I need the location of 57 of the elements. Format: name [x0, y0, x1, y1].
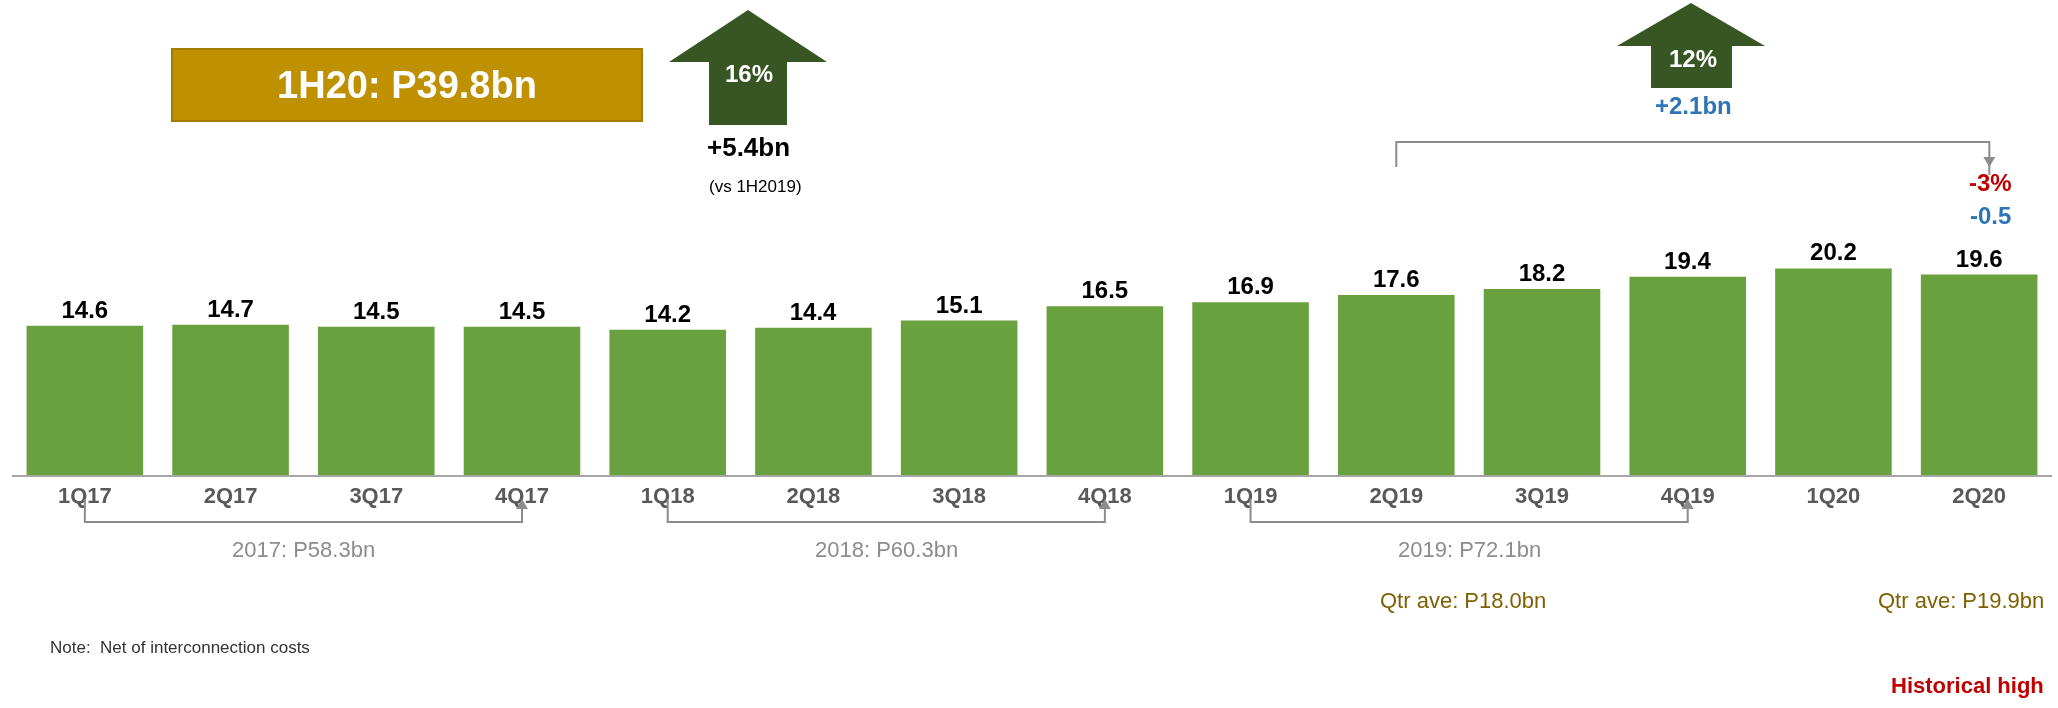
bar	[1046, 306, 1164, 475]
bar	[1629, 276, 1746, 475]
x-tick-label: 4Q17	[495, 483, 549, 509]
bar	[609, 329, 726, 475]
bar	[26, 325, 144, 475]
text: Qtr ave: P19.9bn	[1878, 588, 2045, 613]
x-tick-label: 4Q19	[1660, 483, 1715, 509]
data-label: 14.4	[789, 297, 838, 325]
data-label: 16.9	[1227, 272, 1274, 300]
data-label: 14.6	[61, 295, 109, 323]
x-tick-label: 2Q18	[786, 483, 841, 509]
bar	[755, 327, 872, 475]
x-tick-label: 3Q18	[932, 483, 987, 509]
data-label: 17.6	[1372, 265, 1420, 293]
x-tick-label: 3Q17	[349, 483, 404, 509]
bar	[172, 324, 289, 475]
data-label: 18.2	[1518, 258, 1566, 286]
x-tick-label: 1Q17	[57, 483, 112, 509]
x-tick-label: 1Q20	[1806, 483, 1861, 509]
text: Historical high	[1891, 673, 2044, 698]
data-label: 20.2	[1810, 238, 1857, 266]
text: 2017: P58.3bn	[232, 537, 376, 562]
x-tick-label: 1Q19	[1223, 483, 1278, 509]
text: +2.1bn	[1655, 92, 1732, 119]
text: 2019: P72.1bn	[1398, 537, 1542, 562]
bar	[1920, 274, 2038, 475]
bar	[1775, 268, 1892, 475]
bar	[1338, 295, 1455, 475]
data-label: 19.4	[1664, 246, 1712, 274]
text: 1H20: P39.8bn	[277, 64, 537, 106]
data-label: 16.5	[1081, 276, 1129, 304]
text: 12%	[1669, 45, 1718, 72]
x-tick-label: 3Q19	[1515, 483, 1569, 509]
x-tick-label: 4Q18	[1077, 483, 1132, 509]
bar	[1192, 302, 1309, 475]
text: -3%	[1969, 169, 2012, 196]
text: 16%	[725, 60, 774, 87]
text: 2018: P60.3bn	[815, 537, 959, 562]
bar	[1483, 288, 1601, 475]
x-tick-label: 1Q18	[640, 483, 695, 509]
bar	[900, 320, 1018, 475]
data-label: 14.7	[207, 294, 254, 322]
data-label: 14.5	[498, 296, 546, 324]
text: Note: Net of interconnection costs	[50, 638, 310, 657]
data-label: 14.5	[352, 296, 400, 324]
data-label: 14.2	[644, 299, 692, 327]
bar	[463, 326, 581, 475]
x-tick-label: 2Q17	[203, 483, 258, 509]
x-tick-label: 2Q20	[1952, 483, 2007, 509]
text: Qtr ave: P18.0bn	[1380, 588, 1547, 613]
text: +5.4bn	[707, 132, 791, 162]
text: (vs 1H2019)	[709, 177, 802, 196]
data-label: 19.6	[1955, 244, 2003, 272]
data-label: 15.1	[935, 290, 983, 318]
text: -0.5	[1970, 202, 2012, 229]
x-tick-label: 2Q19	[1369, 483, 1424, 509]
bar	[318, 326, 435, 475]
